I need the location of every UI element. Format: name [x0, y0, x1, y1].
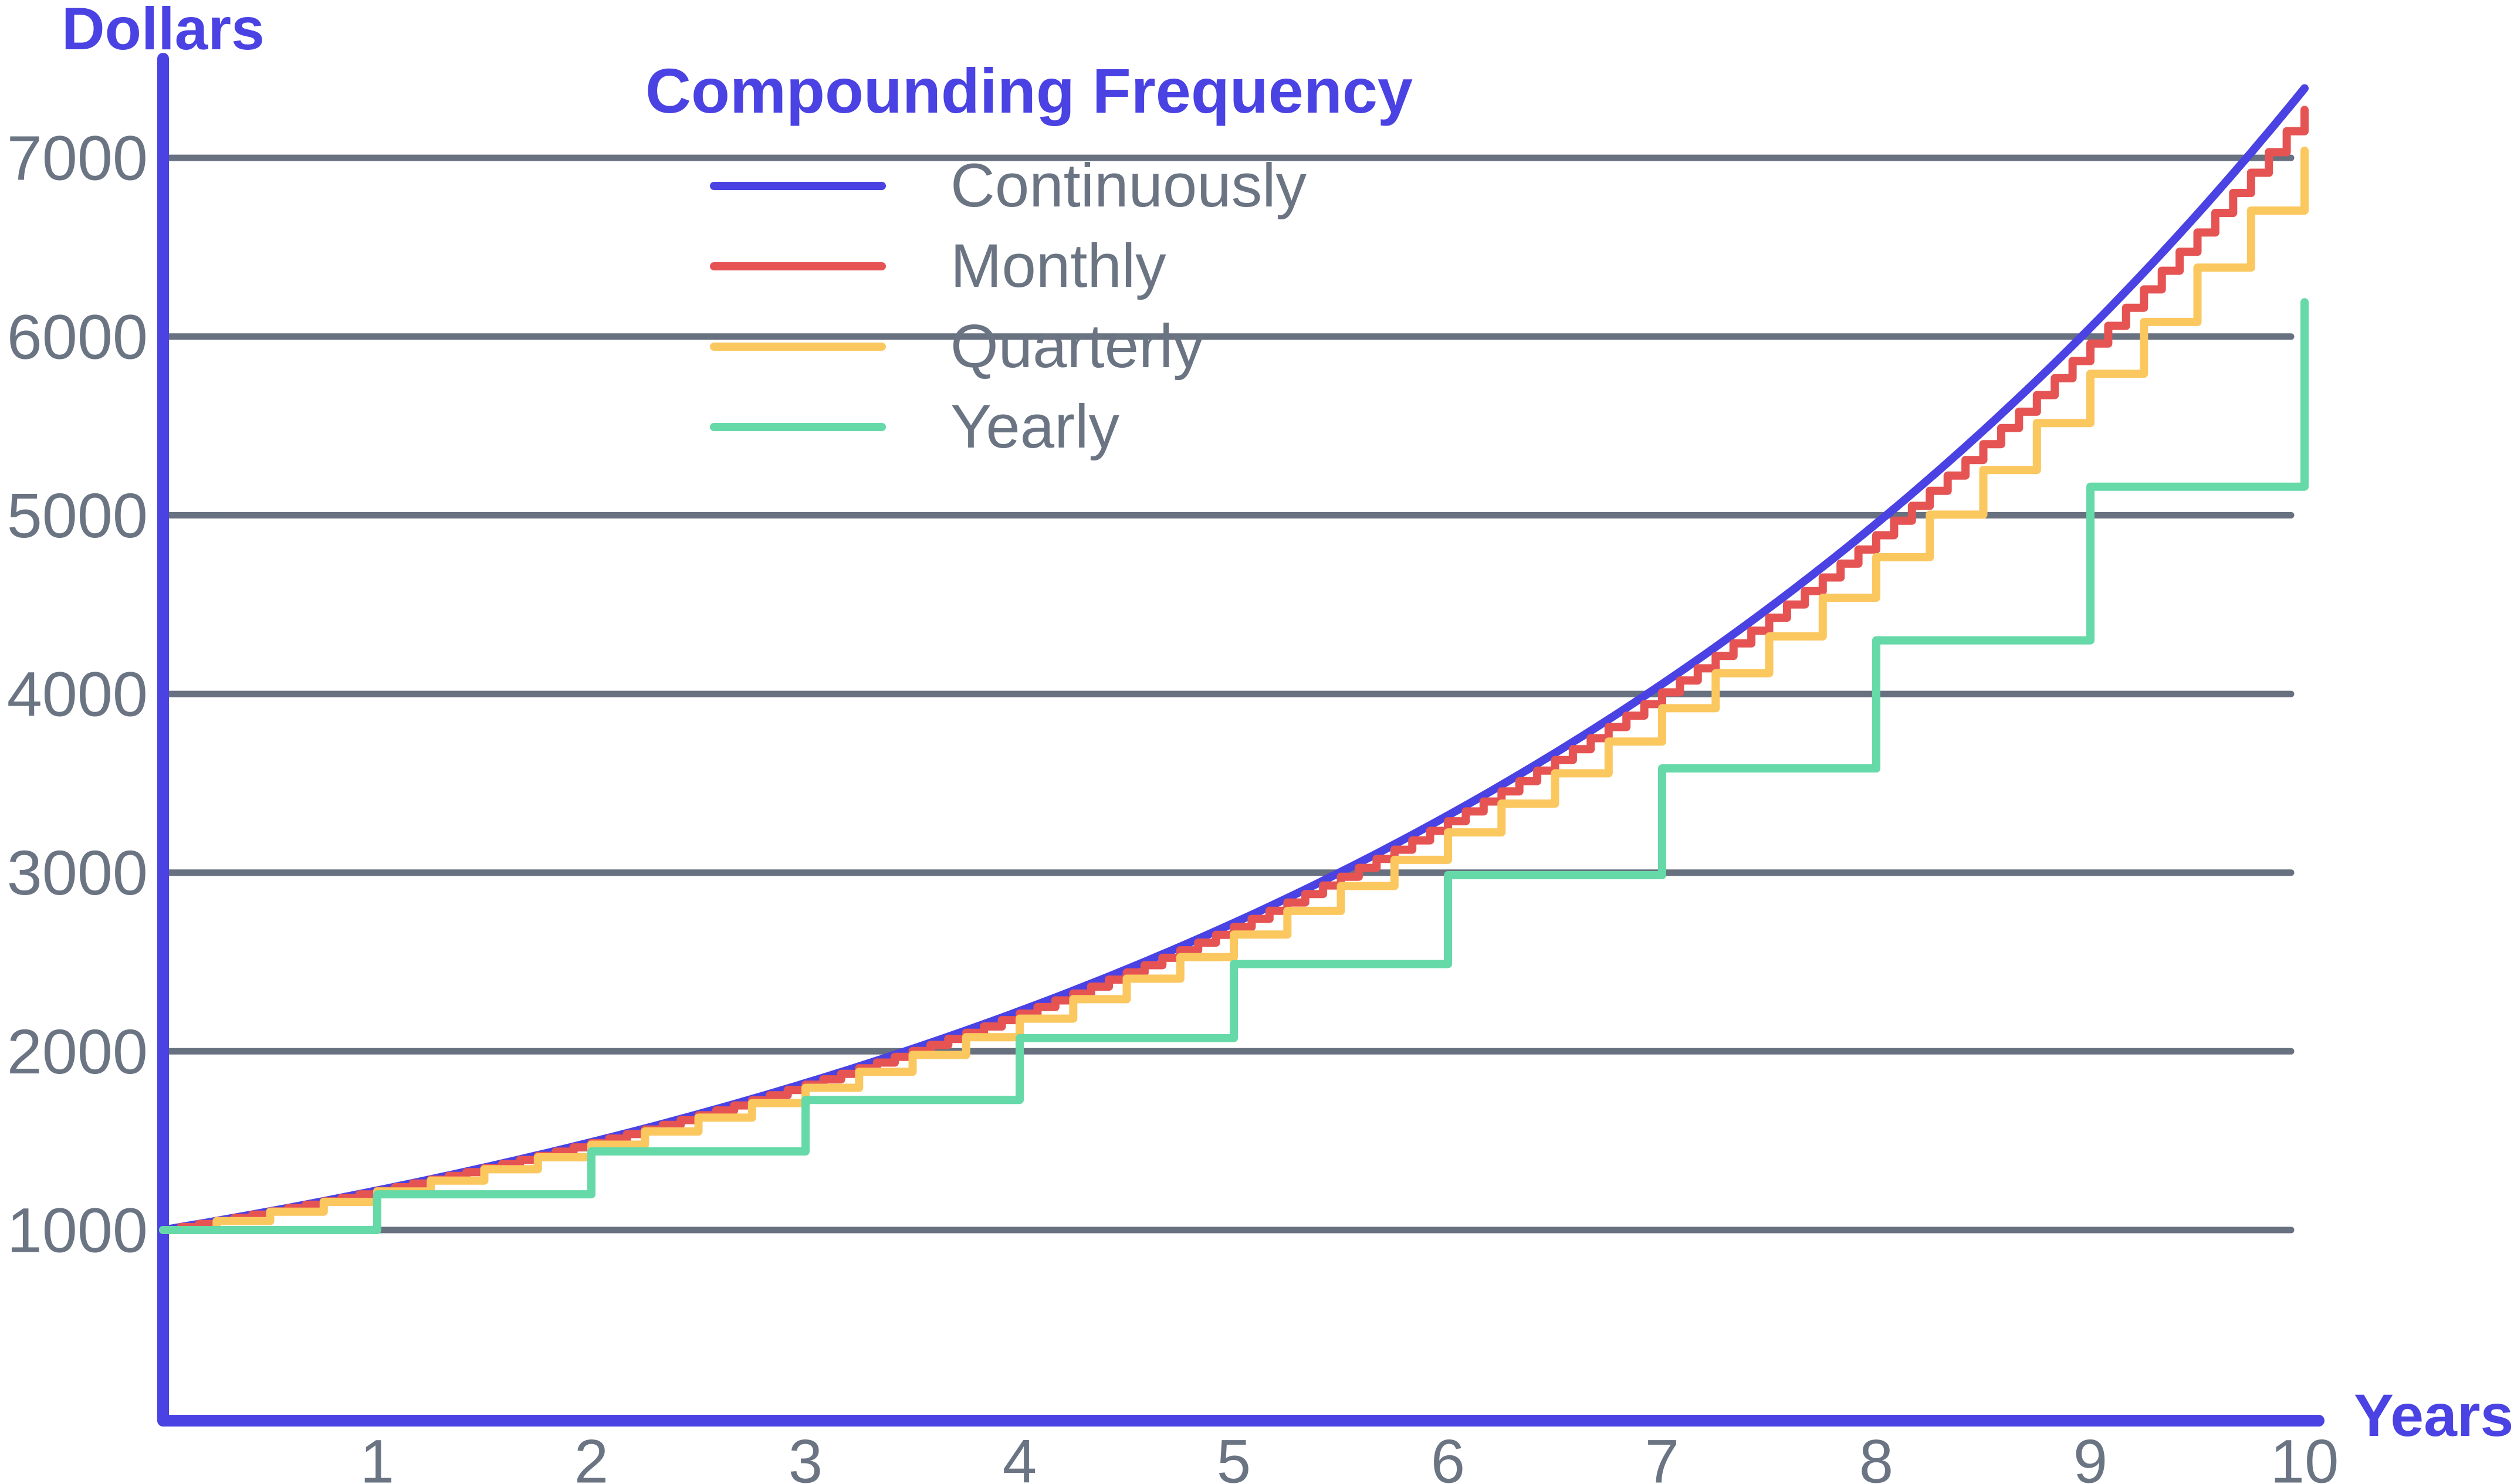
- series-line-continuously: [159, 84, 2309, 1234]
- x-tick-label-2: 2: [574, 1428, 608, 1484]
- x-tick-label-6: 6: [1431, 1428, 1465, 1484]
- y-tick-label-6000: 6000: [7, 301, 148, 372]
- axes: [157, 53, 2324, 1427]
- x-tick-label-1: 1: [360, 1428, 394, 1484]
- x-tick-label-9: 9: [2073, 1428, 2107, 1484]
- series-line-monthly: [159, 106, 2309, 1234]
- x-axis-title: Years: [2354, 1382, 2513, 1449]
- x-tick-label-10: 10: [2271, 1428, 2339, 1484]
- x-tick-label-3: 3: [789, 1428, 823, 1484]
- y-axis-tick-labels: 1000 2000 3000 4000 5000 6000 7000: [7, 123, 148, 1266]
- gridlines: [160, 154, 2295, 1234]
- y-tick-label-3000: 3000: [7, 837, 148, 908]
- series-line-yearly: [159, 298, 2309, 1234]
- x-tick-label-8: 8: [1859, 1428, 1893, 1484]
- y-tick-label-4000: 4000: [7, 659, 148, 730]
- x-tick-label-4: 4: [1003, 1428, 1037, 1484]
- y-axis-title: Dollars: [62, 0, 265, 62]
- y-tick-label-7000: 7000: [7, 123, 148, 194]
- y-tick-label-5000: 5000: [7, 480, 148, 551]
- x-axis-tick-labels: 1 2 3 4 5 6 7 8 9 10: [360, 1428, 2339, 1484]
- series-lines: [159, 84, 2309, 1234]
- axis-line: [157, 53, 2324, 1427]
- series-line-quarterly: [159, 146, 2309, 1234]
- x-tick-label-5: 5: [1217, 1428, 1251, 1484]
- y-tick-label-2000: 2000: [7, 1016, 148, 1087]
- x-tick-label-7: 7: [1645, 1428, 1679, 1484]
- y-tick-label-1000: 1000: [7, 1195, 148, 1266]
